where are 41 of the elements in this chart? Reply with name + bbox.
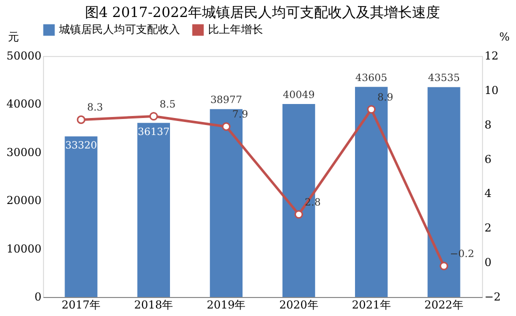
point xyxy=(149,112,158,121)
data-label: 33320 xyxy=(65,140,97,152)
y2-axis-title: % xyxy=(499,30,510,44)
x-tick-label: 2021年 xyxy=(352,298,391,312)
y2-tick-label: 4 xyxy=(484,187,492,200)
x-tick-label: 2022年 xyxy=(424,298,464,312)
bar xyxy=(137,122,170,297)
y-axis-title: 元 xyxy=(8,30,19,44)
data-label: 8.5 xyxy=(160,99,176,110)
data-label: 43605 xyxy=(355,72,388,84)
x-tick-label: 2018年 xyxy=(134,298,174,312)
point xyxy=(367,105,376,114)
y-tick-label: 50000 xyxy=(6,50,42,62)
y-tick-label: 10000 xyxy=(6,242,42,256)
point xyxy=(294,210,304,219)
y2-tick-label: 8 xyxy=(484,118,492,132)
point xyxy=(222,122,231,131)
y2-tick-label: 2 xyxy=(484,222,492,235)
chart-title: 图4 2017-2022年城镇居民人均可支配收入及其增长速度 xyxy=(84,5,440,21)
y2-tick-label: 10 xyxy=(484,84,498,97)
x-tick-label: 2017年 xyxy=(62,298,101,312)
bar xyxy=(64,136,98,297)
x-tick-label: 2020年 xyxy=(279,298,318,312)
y2-tick-label: 12 xyxy=(484,50,498,62)
data-label: 40049 xyxy=(282,90,315,101)
point xyxy=(76,115,86,124)
y-tick-label: 30000 xyxy=(6,146,42,159)
y2-tick-label: −2 xyxy=(484,290,501,304)
legend-label: 城镇居民人均可支配收入 xyxy=(58,23,180,36)
y2-tick-label: 6 xyxy=(484,152,492,166)
y-tick-label: 20000 xyxy=(6,194,42,208)
data-label: 43535 xyxy=(428,73,460,84)
data-label: 8.3 xyxy=(87,102,103,114)
data-label: 36137 xyxy=(138,126,170,138)
y2-tick-label: 0 xyxy=(484,256,492,270)
point xyxy=(440,262,448,270)
x-tick-label: 2019年 xyxy=(206,298,246,312)
data-label: 38977 xyxy=(210,95,242,106)
y-tick-label: 40000 xyxy=(6,98,42,111)
legend-label: 比上年增长 xyxy=(208,23,263,36)
y-tick-label: 0 xyxy=(34,290,42,304)
